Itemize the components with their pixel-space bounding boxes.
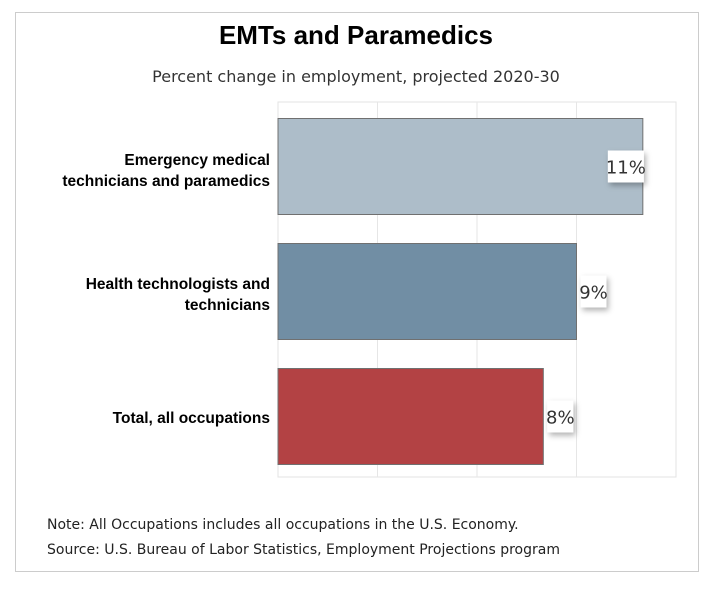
category-label-line: Health technologists and	[85, 276, 270, 293]
bar	[277, 118, 644, 215]
data-label: 11%	[606, 158, 646, 179]
footer-note: Note: All Occupations includes all occup…	[47, 517, 519, 533]
chart-title: EMTs and Paramedics	[218, 20, 494, 50]
chart-subtitle: Percent change in employment, projected …	[152, 67, 560, 86]
category-label: Total, all occupations	[30, 408, 270, 429]
bar	[277, 368, 544, 465]
category-label-line: Total, all occupations	[112, 410, 270, 427]
category-label: Emergency medical technicians and parame…	[30, 150, 270, 192]
category-label-line: technicians	[184, 297, 270, 314]
footer-source: Source: U.S. Bureau of Labor Statistics,…	[47, 542, 560, 558]
data-label-box	[547, 400, 574, 433]
bar	[277, 243, 577, 340]
category-label: Health technologists and technicians	[30, 274, 270, 316]
data-label-box	[580, 275, 607, 308]
data-label-box	[607, 150, 644, 183]
category-label-line: Emergency medical	[124, 152, 270, 169]
data-label: 9%	[579, 283, 608, 304]
data-label: 8%	[546, 408, 575, 429]
category-label-line: technicians and paramedics	[62, 173, 270, 190]
chart-frame	[15, 12, 699, 572]
